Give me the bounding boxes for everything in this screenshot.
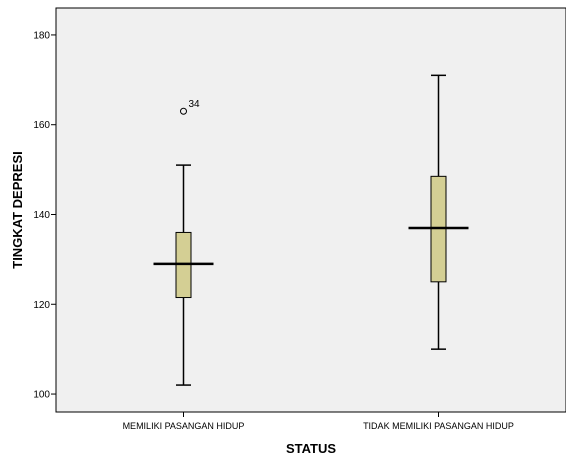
x-category-label: MEMILIKI PASANGAN HIDUP: [123, 421, 245, 431]
x-axis-title: STATUS: [286, 441, 336, 456]
y-tick-label: 160: [33, 120, 50, 131]
x-category-label: TIDAK MEMILIKI PASANGAN HIDUP: [363, 421, 514, 431]
outlier-point: [180, 107, 187, 115]
y-tick-label: 100: [33, 390, 50, 401]
boxes: 34: [153, 74, 469, 386]
outlier-label: 34: [189, 99, 201, 110]
y-tick-label: 140: [33, 210, 50, 221]
y-axis-title: TINGKAT DEPRESI: [10, 151, 25, 269]
y-tick-label: 120: [33, 300, 50, 311]
x-axis: MEMILIKI PASANGAN HIDUP TIDAK MEMILIKI PA…: [123, 412, 514, 431]
y-axis: 100 120 140 160 180: [33, 30, 56, 401]
y-tick-label: 180: [33, 30, 50, 41]
plot-area: [55, 7, 566, 413]
box-2: [408, 74, 469, 350]
box-1: 34: [153, 99, 214, 386]
